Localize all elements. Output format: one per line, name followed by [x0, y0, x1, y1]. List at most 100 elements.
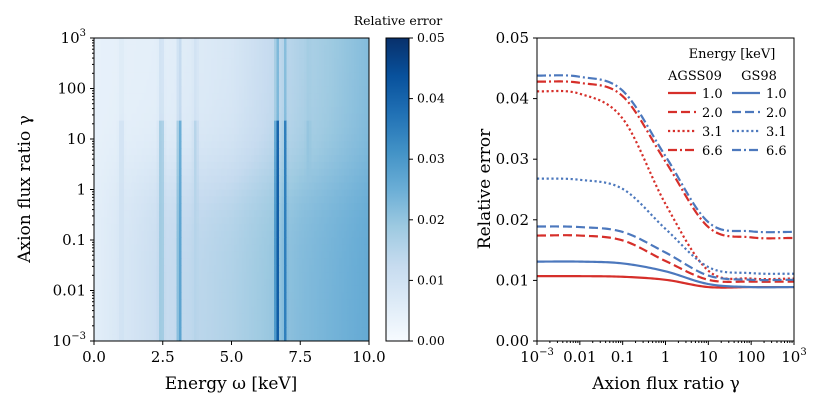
heatmap-cell	[204, 113, 207, 122]
heatmap-cell	[276, 148, 280, 156]
heatmap-cell	[264, 244, 267, 252]
heatmap-cell	[351, 313, 355, 321]
heatmap-cell	[216, 272, 220, 280]
heatmap-cell	[154, 72, 157, 80]
heatmap-cell	[209, 155, 212, 163]
heatmap-cell	[249, 99, 252, 108]
series-line-agss09-2-0	[536, 234, 794, 283]
heatmap-cell	[179, 285, 182, 294]
heatmap-cell	[361, 148, 365, 156]
heatmap-cell	[154, 327, 157, 335]
heatmap-cell	[339, 127, 342, 135]
heatmap-cell	[364, 168, 367, 177]
heatmap-cell	[121, 72, 125, 80]
heatmap-cell	[116, 65, 120, 73]
heatmap-cell	[254, 327, 257, 335]
heatmap-cell	[189, 113, 192, 122]
heatmap-cell	[96, 65, 100, 73]
heatmap-cell	[306, 175, 310, 184]
heatmap-cell	[269, 279, 272, 287]
heatmap-cell	[286, 182, 290, 190]
heatmap-cell	[181, 313, 185, 321]
heatmap-cell	[349, 182, 352, 190]
heatmap-cell	[121, 279, 125, 287]
heatmap-cell	[239, 285, 242, 294]
heatmap-cell	[151, 79, 155, 87]
heatmap-cell	[229, 72, 232, 80]
heatmap-cell	[194, 210, 197, 218]
heatmap-cell	[324, 65, 327, 73]
heatmap-cell	[149, 265, 152, 273]
heatmap-cell	[224, 189, 227, 197]
heatmap-cell	[266, 251, 270, 259]
heatmap-cell	[299, 161, 302, 170]
heatmap-cell	[261, 237, 265, 245]
heatmap-cell	[194, 99, 197, 108]
heatmap-cell	[174, 134, 177, 142]
heatmap-cell	[326, 86, 330, 94]
heatmap-cell	[149, 237, 152, 245]
heatmap-cell	[286, 279, 290, 287]
heatmap-cell	[106, 148, 110, 156]
heatmap-cell	[331, 127, 335, 135]
heatmap-cell	[166, 161, 170, 170]
heatmap-cell	[101, 86, 105, 94]
heatmap-cell	[136, 141, 140, 149]
heatmap-cell	[231, 320, 235, 328]
heatmap-cell	[259, 65, 262, 73]
heatmap-cell	[124, 251, 127, 259]
heatmap-cell	[171, 292, 175, 301]
heatmap-cell	[324, 168, 327, 177]
heatmap-cell	[326, 113, 330, 122]
heatmap-cell	[226, 99, 230, 108]
heatmap-cell	[321, 161, 325, 170]
heatmap-cell	[96, 168, 100, 177]
heatmap-cell	[144, 38, 147, 46]
heatmap-cell	[114, 251, 117, 259]
heatmap-cell	[166, 86, 170, 94]
heatmap-cell	[154, 251, 157, 259]
heatmap-cell	[234, 237, 237, 245]
heatmap-cell	[306, 217, 310, 225]
heatmap-cell	[276, 272, 280, 280]
heatmap-cell	[161, 203, 165, 211]
heatmap-cell	[329, 285, 332, 294]
heatmap-cell	[289, 217, 292, 225]
heatmap-cell	[329, 86, 332, 94]
heatmap-cell	[251, 44, 255, 53]
heatmap-cell	[331, 182, 335, 190]
heatmap-cell	[211, 285, 215, 294]
heatmap-cell	[321, 258, 325, 266]
heatmap-cell	[281, 292, 285, 301]
heatmap-cell	[216, 237, 220, 245]
heatmap-cell	[326, 168, 330, 177]
heatmap-cell	[169, 265, 172, 273]
heatmap-cell	[264, 148, 267, 156]
heatmap-cell	[259, 285, 262, 294]
heatmap-cell	[106, 134, 110, 142]
heatmap-cell	[301, 161, 305, 170]
heatmap-cell	[279, 244, 282, 252]
heatmap-cell	[204, 272, 207, 280]
heatmap-cell	[234, 161, 237, 170]
series-line-gs98-1-0	[537, 260, 794, 289]
heatmap-cell	[114, 127, 117, 135]
heatmap-cell	[159, 51, 162, 60]
heatmap-cell	[139, 72, 142, 80]
heatmap-cell	[341, 113, 345, 122]
heatmap-cell	[251, 141, 255, 149]
heatmap-cell	[214, 299, 217, 307]
heatmap-cell	[289, 223, 292, 232]
heatmap-cell	[131, 65, 135, 73]
heatmap-cell	[284, 72, 287, 80]
heatmap-cell	[311, 196, 315, 204]
heatmap-cell	[356, 272, 360, 280]
heatmap-cell	[366, 113, 370, 122]
heatmap-cell	[344, 292, 347, 301]
heatmap-cell	[169, 51, 172, 60]
heatmap-cell	[176, 38, 180, 46]
heatmap-cell	[139, 237, 142, 245]
heatmap-cell	[134, 196, 137, 204]
heatmap-cell	[114, 44, 117, 53]
heatmap-cell	[309, 279, 312, 287]
